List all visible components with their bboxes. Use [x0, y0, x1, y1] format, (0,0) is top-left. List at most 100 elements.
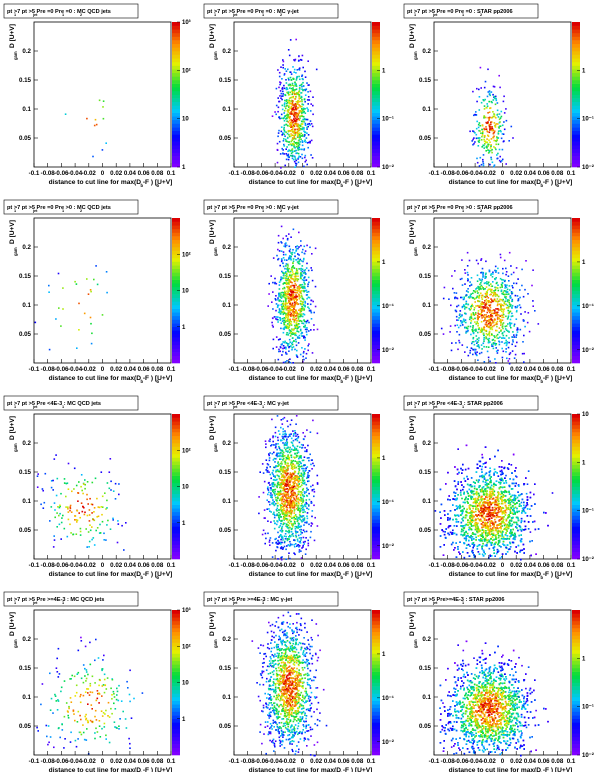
heatmap-cell: [271, 542, 274, 544]
heatmap-cell: [488, 270, 491, 273]
heatmap-cell: [489, 163, 491, 166]
heatmap-cell: [87, 293, 90, 295]
heatmap-cell: [289, 540, 291, 543]
heatmap-cell: [487, 340, 490, 342]
heatmap-cell: [476, 296, 478, 299]
heatmap-cell: [293, 321, 296, 324]
heatmap-cell: [281, 487, 284, 489]
heatmap-cell: [288, 332, 290, 335]
heatmap-cell: [299, 353, 302, 356]
heatmap-cell: [278, 308, 281, 310]
heatmap-cell: [474, 132, 476, 134]
heatmap-cell: [506, 288, 509, 291]
heatmap-cell: [279, 311, 281, 314]
color-scale-band: [572, 90, 580, 95]
heatmap-cell: [298, 87, 301, 89]
heatmap-cell: [285, 491, 287, 493]
y-axis-label-sub: gam: [413, 247, 418, 256]
heatmap-cells: [469, 66, 514, 168]
heatmap-cell: [288, 338, 291, 341]
heatmap-cell: [293, 510, 296, 512]
heatmap-cell: [494, 97, 496, 100]
color-scale-band: [172, 319, 180, 324]
heatmap-cell: [461, 259, 463, 261]
heatmap-cell: [284, 361, 287, 363]
heatmap-cell: [487, 319, 489, 322]
heatmap-cell: [494, 292, 496, 294]
heatmap-cell: [67, 462, 70, 465]
heatmap-cell: [494, 95, 497, 98]
heatmap-cell: [471, 329, 473, 331]
x-tick-label: -0.04: [268, 170, 283, 177]
heatmap-cell: [287, 291, 289, 294]
heatmap-cell: [316, 525, 319, 527]
heatmap-cell: [285, 496, 287, 499]
color-scale-band: [572, 225, 580, 230]
heatmap-cell: [278, 309, 281, 311]
heatmap-cell: [472, 327, 474, 329]
heatmap-cell: [282, 287, 284, 290]
heatmap-cell: [476, 305, 479, 307]
color-scale-band: [172, 533, 180, 538]
color-scale-band: [572, 40, 580, 45]
heatmap-cell: [476, 345, 479, 347]
heatmap-cell: [298, 537, 301, 539]
heatmap-cell: [279, 478, 281, 481]
heatmap-cell: [291, 119, 293, 122]
heatmap-cell: [290, 111, 292, 113]
heatmap-cell: [309, 246, 311, 249]
heatmap-cell: [487, 135, 490, 137]
color-scale-band: [172, 47, 180, 52]
heatmap-cell: [272, 440, 274, 443]
heatmap-cell: [273, 501, 275, 503]
heatmap-cell: [288, 258, 290, 261]
heatmap-cell: [303, 475, 305, 477]
heatmap-cell: [505, 329, 508, 332]
heatmap-cell: [306, 82, 308, 84]
heatmap-cell: [486, 138, 488, 140]
heatmap-cell: [496, 314, 499, 316]
heatmap-cell: [300, 475, 303, 477]
heatmap-cell: [471, 342, 473, 345]
heatmap-cell: [287, 282, 290, 285]
heatmap-cell: [497, 309, 500, 311]
heatmap-cell: [501, 284, 503, 287]
heatmap-cell: [295, 123, 297, 126]
heatmap-cell: [487, 315, 490, 317]
color-scale-band: [372, 490, 380, 495]
heatmap-cell: [306, 495, 309, 497]
heatmap-cell: [290, 511, 293, 514]
heatmap-cell: [78, 512, 80, 514]
plot-frame: [33, 413, 172, 560]
heatmap-cell: [284, 321, 287, 323]
heatmap-cell: [505, 291, 508, 294]
heatmap-cell: [290, 461, 293, 464]
heatmap-cell: [282, 95, 284, 97]
heatmap-cell: [290, 123, 293, 126]
heatmap-cell: [302, 81, 304, 84]
heatmap-cell: [503, 280, 506, 283]
color-scale-band: [372, 544, 380, 549]
heatmap-cell: [477, 316, 479, 318]
heatmap-cell: [304, 446, 306, 449]
heatmap-cell: [305, 537, 307, 539]
color-scale-band: [372, 123, 380, 128]
heatmap-cell: [300, 505, 302, 507]
heatmap-cell: [282, 454, 284, 456]
heatmap-cell: [308, 343, 310, 345]
heatmap-cell: [504, 284, 506, 286]
heatmap-cell: [280, 465, 282, 467]
heatmap-cell: [297, 316, 300, 318]
heatmap-cell: [493, 312, 496, 315]
heatmap-cell: [490, 138, 493, 140]
heatmap-cell: [282, 522, 285, 524]
heatmap-cell: [292, 486, 294, 489]
color-scale-band: [372, 148, 380, 153]
heatmap-cell: [468, 318, 471, 321]
heatmap-cell: [84, 487, 86, 490]
heatmap-cell: [110, 480, 112, 483]
heatmap-cell: [302, 505, 305, 508]
heatmap-cell: [484, 80, 487, 83]
heatmap-cell: [298, 467, 300, 470]
x-tick-label: -0.08: [41, 366, 56, 373]
